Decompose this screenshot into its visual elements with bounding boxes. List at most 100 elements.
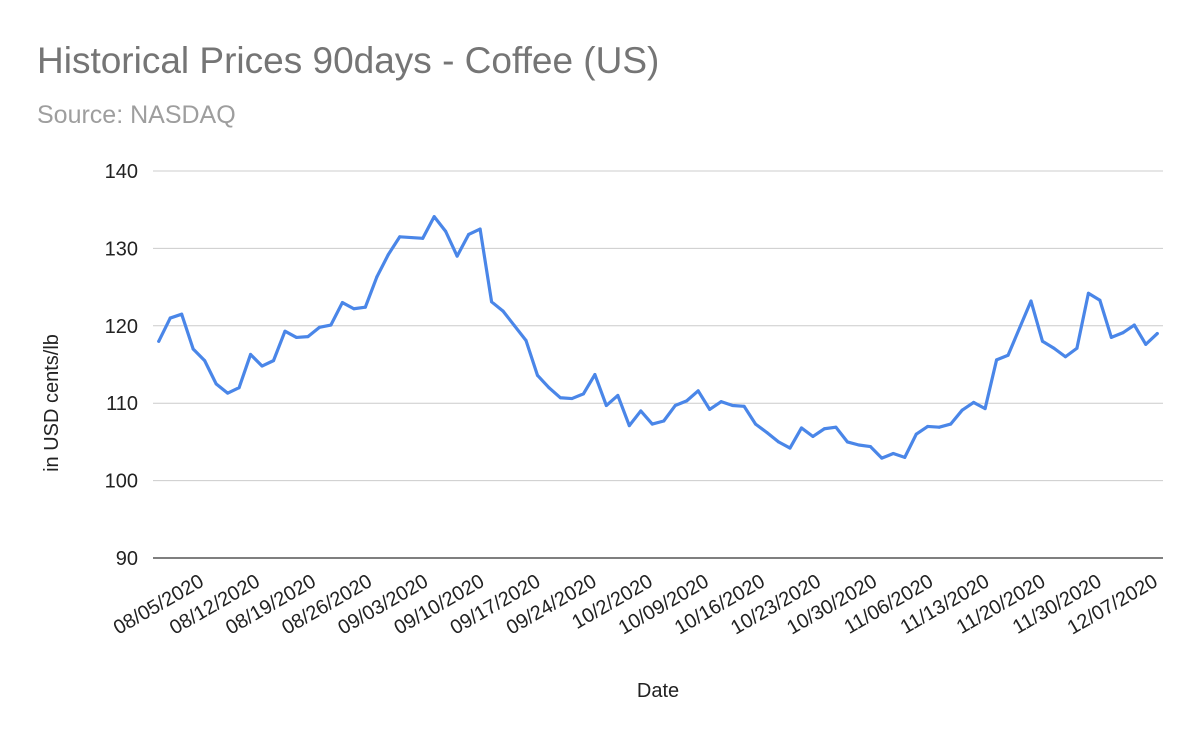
data-point <box>1063 355 1067 359</box>
data-point <box>880 456 884 460</box>
data-point <box>777 440 781 444</box>
data-point <box>765 431 769 435</box>
data-point <box>363 305 367 309</box>
data-point <box>1018 326 1022 330</box>
data-point <box>845 440 849 444</box>
series-layer <box>157 215 1159 460</box>
data-point <box>317 325 321 329</box>
data-point <box>283 329 287 333</box>
data-point <box>1040 339 1044 343</box>
data-point <box>581 392 585 396</box>
data-point <box>719 400 723 404</box>
data-point <box>868 445 872 449</box>
data-point <box>191 347 195 351</box>
x-axis-label: Date <box>637 680 679 702</box>
price-series-line <box>157 215 1159 460</box>
data-point <box>306 335 310 339</box>
data-point <box>467 232 471 236</box>
data-point <box>501 309 505 313</box>
data-point <box>214 382 218 386</box>
y-tick-label: 130 <box>105 238 138 260</box>
data-point <box>1052 346 1056 350</box>
y-tick-label: 140 <box>105 161 138 183</box>
data-point <box>1098 298 1102 302</box>
y-tick-label: 90 <box>116 548 138 570</box>
data-point <box>1086 291 1090 295</box>
data-point <box>822 427 826 431</box>
chart-title: Historical Prices 90days - Coffee (US) <box>37 40 660 81</box>
data-point <box>754 422 758 426</box>
x-axis-ticks: 08/05/202008/12/202008/19/202008/26/2020… <box>110 570 1162 639</box>
data-point <box>444 229 448 233</box>
data-point <box>891 452 895 456</box>
data-point <box>788 446 792 450</box>
data-point <box>226 391 230 395</box>
data-point <box>490 300 494 304</box>
data-point <box>639 409 643 413</box>
data-point <box>272 359 276 363</box>
data-point <box>1029 299 1033 303</box>
data-point <box>375 275 379 279</box>
y-axis-ticks: 90 100 110 120 130 140 <box>105 161 138 570</box>
data-point <box>949 422 953 426</box>
data-point <box>593 373 597 377</box>
data-point <box>513 324 517 328</box>
data-point <box>1132 323 1136 327</box>
data-point <box>1144 342 1148 346</box>
data-point <box>157 339 161 343</box>
gridlines <box>153 170 1163 559</box>
data-point <box>960 408 964 412</box>
data-point <box>834 425 838 429</box>
y-tick-label: 110 <box>106 393 138 415</box>
data-point <box>995 358 999 362</box>
data-point <box>421 236 425 240</box>
data-point <box>903 455 907 459</box>
data-point <box>352 307 356 311</box>
data-point <box>294 335 298 339</box>
data-point <box>524 339 528 343</box>
data-point <box>742 404 746 408</box>
data-point <box>811 434 815 438</box>
data-point <box>203 359 207 363</box>
data-point <box>558 396 562 400</box>
data-point <box>386 253 390 257</box>
data-point <box>340 301 344 305</box>
data-point <box>535 373 539 377</box>
data-point <box>731 404 735 408</box>
data-point <box>249 352 253 356</box>
data-point <box>1121 331 1125 335</box>
chart-subtitle: Source: NASDAQ <box>37 101 236 129</box>
data-point <box>685 399 689 403</box>
data-point <box>972 400 976 404</box>
data-point <box>237 386 241 390</box>
data-point <box>329 323 333 327</box>
data-point <box>260 364 264 368</box>
data-point <box>1075 346 1079 350</box>
data-point <box>696 389 700 393</box>
data-point <box>857 443 861 447</box>
data-point <box>168 316 172 320</box>
data-point <box>673 404 677 408</box>
data-point <box>926 424 930 428</box>
data-point <box>1109 335 1113 339</box>
data-point <box>432 215 436 219</box>
y-tick-label: 120 <box>105 316 138 338</box>
data-point <box>799 426 803 430</box>
data-point <box>650 422 654 426</box>
data-point <box>616 393 620 397</box>
data-point <box>398 235 402 239</box>
data-point <box>1155 332 1159 336</box>
data-point <box>937 425 941 429</box>
data-point <box>662 419 666 423</box>
data-point <box>604 404 608 408</box>
data-point <box>547 386 551 390</box>
data-point <box>983 407 987 411</box>
data-point <box>409 236 413 240</box>
data-point <box>478 227 482 231</box>
data-point <box>914 432 918 436</box>
data-point <box>708 407 712 411</box>
data-point <box>627 424 631 428</box>
y-tick-label: 100 <box>105 471 138 493</box>
data-point <box>1006 353 1010 357</box>
